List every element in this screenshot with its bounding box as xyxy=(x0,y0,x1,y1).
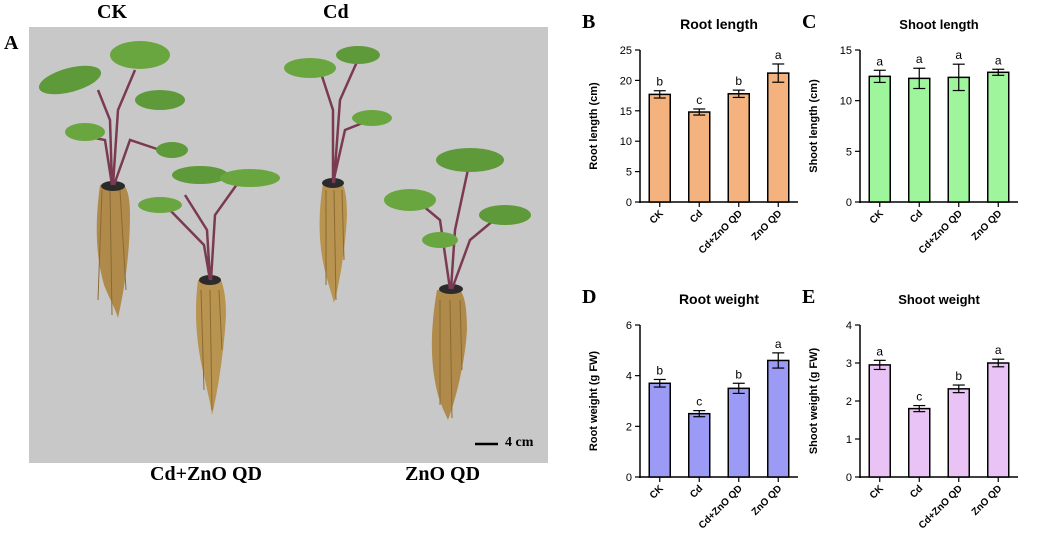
bar-zno-qd xyxy=(987,71,1010,203)
bar-cd xyxy=(688,111,711,203)
x-tick-label: Cd xyxy=(688,483,705,500)
scale-bar-label: 4 cm xyxy=(505,435,534,450)
y-tick-label: 6 xyxy=(626,320,632,332)
panel-letter-b: B xyxy=(582,11,595,33)
bar-ck xyxy=(868,364,891,478)
significance-letter: a xyxy=(955,48,962,62)
significance-letter: b xyxy=(656,75,663,89)
y-tick-label: 4 xyxy=(846,320,852,332)
bar-cd xyxy=(908,407,931,478)
bar-zno-qd xyxy=(767,72,790,203)
panel-letter-a: A xyxy=(4,32,19,54)
bar-cd-zno-qd xyxy=(727,93,750,203)
x-tick-label: CK xyxy=(868,483,887,502)
x-tick-label: ZnO QD xyxy=(750,208,784,242)
bar-ck xyxy=(648,93,671,203)
y-tick-label: 15 xyxy=(840,45,852,57)
y-tick-label: 1 xyxy=(846,434,852,446)
x-tick-label: CK xyxy=(868,208,887,227)
bar-cd-zno-qd xyxy=(727,387,750,478)
significance-letter: a xyxy=(876,54,883,68)
significance-letter: c xyxy=(916,390,922,404)
y-axis-label: Shoot weight (g FW) xyxy=(808,348,820,455)
bar-cd-zno-qd xyxy=(947,76,970,203)
x-tick-label: CK xyxy=(648,208,667,227)
x-tick-label: ZnO QD xyxy=(750,483,784,517)
chart-title: Shoot weight xyxy=(898,292,980,307)
chart-shoot-length: C Shoot length Shoot length (cm) 0 5 10 15 a CK a… xyxy=(802,11,1018,256)
y-tick-label: 4 xyxy=(626,371,632,383)
plant-photo xyxy=(29,27,548,463)
significance-letter: a xyxy=(775,337,782,351)
significance-letter: a xyxy=(916,52,923,66)
chart-shoot-weight: E Shoot weight Shoot weight (g FW) 0 1 2 3 4 a CK… xyxy=(802,286,1018,531)
y-tick-label: 10 xyxy=(620,136,632,148)
significance-letter: c xyxy=(696,93,702,107)
chart-title: Root weight xyxy=(679,291,759,307)
label-ck: CK xyxy=(97,1,127,23)
bar-cd-zno-qd xyxy=(947,388,970,478)
bar-ck xyxy=(868,75,891,203)
significance-letter: b xyxy=(955,369,962,383)
panel-letter-c: C xyxy=(802,11,816,33)
significance-letter: b xyxy=(735,367,742,381)
y-axis-label: Root weight (g FW) xyxy=(588,351,600,452)
plant-cd-zno xyxy=(138,166,280,415)
significance-letter: b xyxy=(656,363,663,377)
y-axis-label: Shoot length (cm) xyxy=(808,79,820,173)
x-tick-label: Cd xyxy=(688,208,705,225)
label-cd: Cd xyxy=(323,1,349,23)
bar-zno-qd xyxy=(767,359,790,478)
y-tick-label: 10 xyxy=(840,96,852,108)
chart-title: Root length xyxy=(680,16,758,32)
y-axis-label: Root length (cm) xyxy=(588,82,600,170)
y-tick-label: 5 xyxy=(626,167,632,179)
x-tick-label: Cd xyxy=(908,483,925,500)
plant-ck xyxy=(38,41,188,318)
bar-cd xyxy=(688,412,711,478)
y-tick-label: 15 xyxy=(620,106,632,118)
x-tick-label: Cd xyxy=(908,208,925,225)
y-tick-label: 25 xyxy=(620,45,632,57)
chart-root-length: B Root length Root length (cm) 0 5 10 15 20 25 b C… xyxy=(582,11,798,256)
significance-letter: a xyxy=(995,53,1002,67)
plant-zno-roots xyxy=(431,290,467,420)
significance-letter: a xyxy=(876,344,883,358)
panel-letter-d: D xyxy=(582,286,596,308)
bar-ck xyxy=(648,382,671,478)
label-cd-zno: Cd+ZnO QD xyxy=(150,463,262,485)
y-tick-label: 3 xyxy=(846,358,852,370)
y-tick-label: 5 xyxy=(846,146,852,158)
significance-letter: a xyxy=(775,48,782,62)
y-tick-label: 2 xyxy=(846,396,852,408)
y-tick-label: 0 xyxy=(626,197,632,209)
x-tick-label: ZnO QD xyxy=(970,208,1004,242)
chart-title: Shoot length xyxy=(899,17,978,32)
panel-letter-e: E xyxy=(802,286,815,308)
bar-zno-qd xyxy=(987,362,1010,478)
y-tick-label: 0 xyxy=(846,197,852,209)
label-zno: ZnO QD xyxy=(405,463,481,485)
significance-letter: b xyxy=(735,74,742,88)
y-tick-label: 2 xyxy=(626,421,632,433)
plant-cd xyxy=(284,46,392,303)
x-tick-label: ZnO QD xyxy=(970,483,1004,517)
y-tick-label: 20 xyxy=(620,75,632,87)
bar-cd xyxy=(908,77,931,203)
y-tick-label: 0 xyxy=(846,472,852,484)
chart-root-weight: D Root weight Root weight (g FW) 0 2 4 6 b CK c Cd… xyxy=(582,286,798,531)
significance-letter: a xyxy=(995,343,1002,357)
x-tick-label: CK xyxy=(648,483,667,502)
plant-zno xyxy=(384,148,531,420)
y-tick-label: 0 xyxy=(626,472,632,484)
significance-letter: c xyxy=(696,395,702,409)
